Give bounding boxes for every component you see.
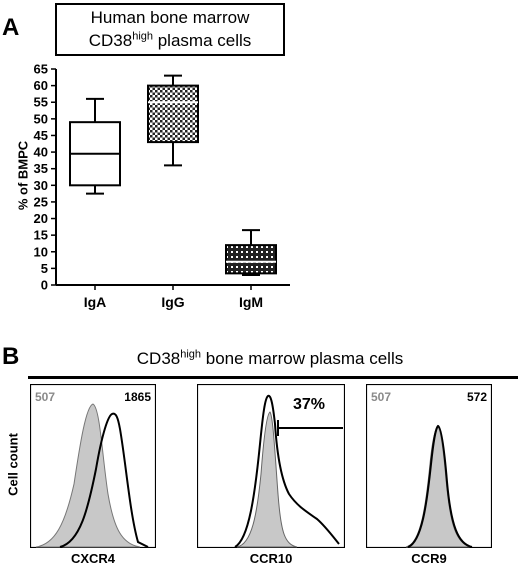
panel-b-title-cd38: CD38 xyxy=(136,349,181,368)
isotype-control-curve xyxy=(35,403,141,548)
panel-a-title-cd38: CD38 xyxy=(88,31,133,50)
panel-b-title: CD38high bone marrow plasma cells xyxy=(30,349,510,369)
box-igg xyxy=(147,74,199,167)
y-tick-label: 30 xyxy=(34,178,48,193)
panel-a-title-sup: high xyxy=(132,30,153,43)
y-tick-label: 65 xyxy=(34,62,48,77)
panel-a-title-line1: Human bone marrow xyxy=(90,8,250,27)
histogram-cxcr4: 507 1865 xyxy=(29,383,157,549)
x-tick-label: IgG xyxy=(161,294,184,310)
ccr10-positive-percent: 37% xyxy=(293,396,326,413)
box-iga xyxy=(69,97,121,195)
panel-b-letter: B xyxy=(2,343,20,370)
cell-count-label: Cell count xyxy=(5,433,21,496)
box-group xyxy=(69,74,277,277)
y-tick-label: 0 xyxy=(41,278,48,293)
panel-a-title-box: Human bone marrow CD38high plasma cells xyxy=(55,3,285,56)
ccr9-isotype-mfi: 507 xyxy=(371,390,392,404)
y-axis-label-wrap: % of BMPC xyxy=(0,141,78,210)
histogram-ccr10: 37% xyxy=(196,383,346,549)
panel-b-title-rest: bone marrow plasma cells xyxy=(201,349,404,368)
ccr10-label: CCR10 xyxy=(249,551,293,566)
panel-a-letter: A xyxy=(2,14,20,41)
histogram-cxcr4-plot xyxy=(29,383,157,549)
box-igm xyxy=(225,229,277,277)
y-axis-label: % of BMPC xyxy=(15,140,31,211)
x-tick-label: IgM xyxy=(239,294,263,310)
y-tick-label: 60 xyxy=(34,78,48,93)
histogram-ccr10-plot xyxy=(196,383,346,549)
panel-a-title-rest: plasma cells xyxy=(153,31,252,50)
x-axis: IgA IgG IgM xyxy=(56,284,290,310)
ccr9-staining-curve xyxy=(407,424,473,548)
isotype-control-curve xyxy=(236,411,298,548)
y-tick-label: 45 xyxy=(34,128,48,143)
y-tick-label: 50 xyxy=(34,111,48,126)
y-tick-label: 20 xyxy=(34,211,48,226)
ccr10-staining-curve xyxy=(234,394,340,548)
cxcr4-isotype-mfi: 507 xyxy=(35,390,56,404)
histogram-ccr9-plot xyxy=(365,383,493,549)
cxcr4-mfi: 1865 xyxy=(124,390,151,404)
y-tick-label: 5 xyxy=(41,261,48,276)
y-tick-label: 35 xyxy=(34,161,48,176)
y-tick-label: 55 xyxy=(34,95,48,110)
histogram-ccr9: 507 572 xyxy=(365,383,493,549)
panel-b-divider xyxy=(28,376,518,379)
panel-a-title-line2: CD38high plasma cells xyxy=(57,29,283,52)
y-tick-label: 10 xyxy=(34,244,48,259)
panel-b-title-sup: high xyxy=(180,348,202,361)
x-tick-label: IgA xyxy=(84,294,107,310)
ccr9-label: CCR9 xyxy=(411,551,447,566)
box-iqr xyxy=(225,244,277,275)
cxcr4-label: CXCR4 xyxy=(70,551,116,566)
ccr9-mfi: 572 xyxy=(466,390,487,404)
y-tick-label: 40 xyxy=(34,145,48,160)
box-iqr xyxy=(147,84,199,144)
y-tick-label: 25 xyxy=(34,194,48,209)
cxcr4-staining-curve xyxy=(59,412,149,548)
y-tick-label: 15 xyxy=(34,228,48,243)
